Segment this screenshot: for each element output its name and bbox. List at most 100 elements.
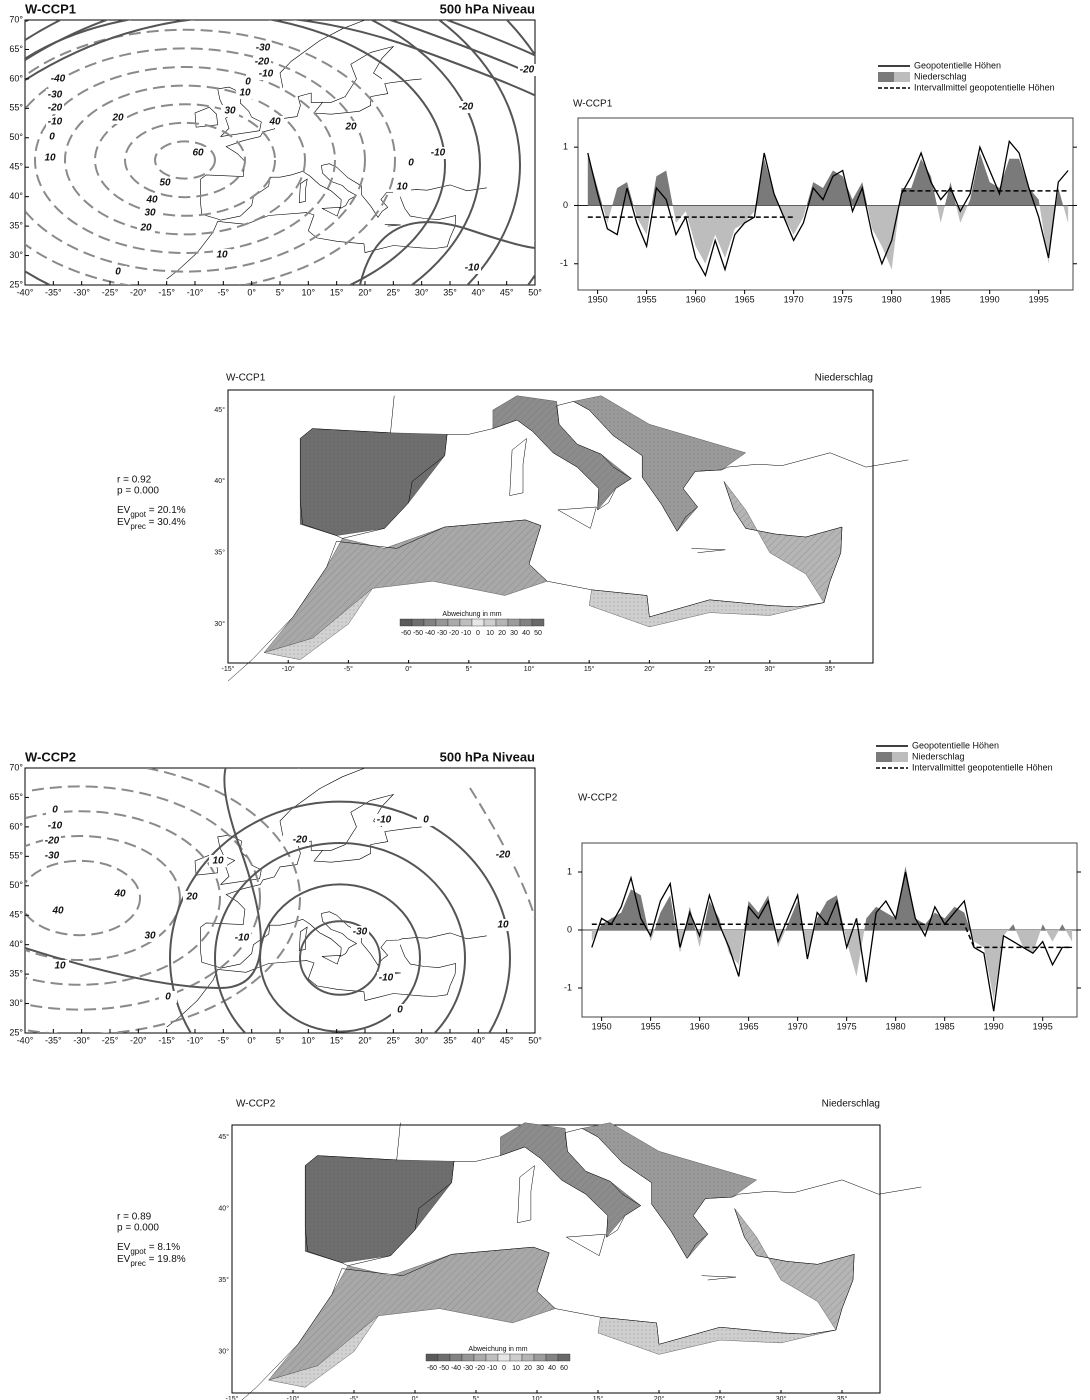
ev-line: EVprec = 19.8% xyxy=(117,1254,186,1268)
legend-swatch xyxy=(546,1354,558,1361)
ev-label: EV xyxy=(117,517,131,528)
lat-label: 45° xyxy=(9,910,23,920)
ev-value: = 19.8% xyxy=(146,1254,186,1265)
legend-swatch xyxy=(438,1354,450,1361)
lon-label: -25° xyxy=(102,287,119,297)
contour-label: 30 xyxy=(144,208,156,219)
lon-label: -35° xyxy=(45,1035,62,1045)
lon-label: -5° xyxy=(218,287,230,297)
legend-label: -60 xyxy=(401,630,411,637)
lat-label: 45° xyxy=(218,1133,229,1141)
lon-label: 45° xyxy=(500,287,514,297)
contour-label: -10 xyxy=(259,69,274,80)
lon-label: 10° xyxy=(302,1035,316,1045)
lon-label: -20° xyxy=(130,1035,147,1045)
contour-label: 0 xyxy=(408,158,414,169)
lon-label: 15° xyxy=(330,1035,344,1045)
legend-label: 20 xyxy=(524,1365,532,1372)
lon-label: 0° xyxy=(405,665,412,673)
lon-label: 20° xyxy=(358,287,372,297)
x-tick-label: 1990 xyxy=(980,294,1000,304)
lon-label: -40° xyxy=(17,1035,34,1045)
legend-label: -30 xyxy=(437,630,447,637)
lon-label: 20° xyxy=(358,1035,372,1045)
lon-label: -5° xyxy=(349,1395,358,1400)
contour-label: -10 xyxy=(431,148,446,159)
lon-label: 15° xyxy=(584,665,595,673)
lon-label: 25° xyxy=(704,665,715,673)
lat-label: 50° xyxy=(9,132,23,142)
legend-label: 50 xyxy=(534,630,542,637)
x-tick-label: 1990 xyxy=(984,1021,1004,1031)
lon-label: -10° xyxy=(187,287,204,297)
lon-label: -10° xyxy=(187,1035,204,1045)
ev-label: EV xyxy=(117,505,131,516)
legend-label: 40 xyxy=(548,1365,556,1372)
legend-label: -40 xyxy=(425,630,435,637)
contour-label: 40 xyxy=(51,906,64,917)
contour-label: 10 xyxy=(239,88,251,99)
time-series: W-CCP2-101195019551960196519701975198019… xyxy=(564,740,1081,1031)
contour-label: 20 xyxy=(139,223,152,234)
legend-swatch xyxy=(894,72,910,82)
lon-label: 40° xyxy=(472,287,486,297)
ev-sub: gpot xyxy=(130,510,146,519)
lon-label: 25° xyxy=(715,1395,726,1400)
x-tick-label: 1985 xyxy=(935,1021,955,1031)
lat-label: 45° xyxy=(9,162,23,172)
lon-label: -15° xyxy=(226,1395,239,1400)
contour-label: -40 xyxy=(51,74,66,85)
y-tick-label: -1 xyxy=(560,258,568,268)
map-variable: Niederschlag xyxy=(815,373,873,384)
contour-label: -30 xyxy=(256,43,271,54)
contour-label: -30 xyxy=(353,927,368,938)
lon-label: 40° xyxy=(472,1035,486,1045)
contour-label: 30 xyxy=(144,931,156,942)
ev-sub: prec xyxy=(130,1259,146,1268)
contour-label: -20 xyxy=(496,850,511,861)
contour-label: 0 xyxy=(165,992,171,1003)
lat-label: 35° xyxy=(9,968,23,978)
time-series: W-CCP1-101195019551960196519701975198019… xyxy=(560,60,1077,304)
legend-label: -30 xyxy=(463,1365,473,1372)
contour-label: 0 xyxy=(49,132,55,143)
ev-sub: gpot xyxy=(130,1247,146,1256)
lat-label: 35° xyxy=(9,220,23,230)
lon-label: -10° xyxy=(282,665,295,673)
contour-label: -10 xyxy=(48,117,63,128)
lat-label: 35° xyxy=(214,549,225,557)
lon-label: 20° xyxy=(644,665,655,673)
lon-label: 30° xyxy=(776,1395,787,1400)
legend-label: -50 xyxy=(413,630,423,637)
map-level: 500 hPa Niveau xyxy=(440,1,535,16)
legend-label: 40 xyxy=(522,630,530,637)
x-tick-label: 1960 xyxy=(690,1021,710,1031)
legend-label: 20 xyxy=(498,630,506,637)
lat-label: 40° xyxy=(218,1204,229,1212)
legend-swatch xyxy=(496,619,508,626)
lon-label: 10° xyxy=(302,287,316,297)
lat-label: 40° xyxy=(9,191,23,201)
legend-label: -60 xyxy=(427,1365,437,1372)
contour-label: -30 xyxy=(48,90,63,101)
lon-label: -30° xyxy=(73,1035,90,1045)
y-tick-label: -1 xyxy=(564,982,572,992)
x-tick-label: 1955 xyxy=(637,294,657,304)
precip-area xyxy=(592,866,1072,999)
contour-label: 0 xyxy=(52,805,58,816)
lon-label: -5° xyxy=(344,665,353,673)
legend-swatch xyxy=(484,619,496,626)
contour-label: -20 xyxy=(45,836,60,847)
legend-swatch xyxy=(474,1354,486,1361)
legend-label: -10 xyxy=(487,1365,497,1372)
lon-label: 0° xyxy=(247,1035,256,1045)
lon-label: -30° xyxy=(73,287,90,297)
lon-label: 0° xyxy=(412,1395,419,1400)
contour-label: 40 xyxy=(268,117,281,128)
contour-label: 0 xyxy=(115,267,121,278)
ev-line: EVprec = 30.4% xyxy=(117,517,186,531)
lat-label: 30° xyxy=(9,998,23,1008)
contour-label: 10 xyxy=(216,250,228,261)
y-tick-label: 0 xyxy=(563,200,568,210)
